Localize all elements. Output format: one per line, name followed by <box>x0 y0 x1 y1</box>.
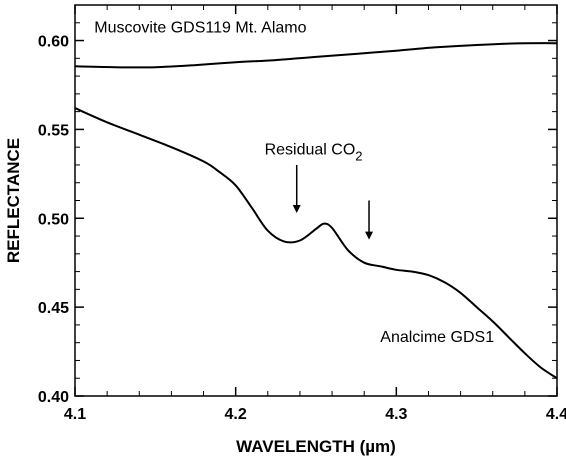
annotation-residual-co2-text: Residual CO <box>265 141 356 158</box>
annotation-arrows <box>292 164 374 240</box>
x-tick-label: 4.2 <box>225 406 247 423</box>
x-axis-title: WAVELENGTH (µm) <box>236 437 396 456</box>
series-lines <box>74 42 558 380</box>
tick-labels: 4.1 4.2 4.3 4.4 0.40 0.45 0.50 0.55 0.60 <box>38 34 566 423</box>
x-tick-label: 4.4 <box>546 406 566 423</box>
x-tick-label: 4.1 <box>64 406 86 423</box>
y-axis-title: REFLECTANCE <box>4 138 23 263</box>
y-tick-label: 0.40 <box>38 389 69 406</box>
y-tick-label: 0.55 <box>38 122 69 139</box>
annotation-subscript: 2 <box>355 148 362 163</box>
y-tick-label: 0.50 <box>38 211 69 228</box>
axis-ticks <box>74 4 558 397</box>
x-tick-label: 4.3 <box>385 406 407 423</box>
series-label-analcime: Analcime GDS1 <box>380 329 494 346</box>
series-label-muscovite: Muscovite GDS119 Mt. Alamo <box>94 20 306 37</box>
series-line-1 <box>74 107 558 380</box>
series-line-0 <box>74 42 558 69</box>
arrow-head <box>292 204 301 213</box>
arrow-head <box>365 231 374 240</box>
y-tick-label: 0.45 <box>38 300 69 317</box>
y-tick-label: 0.60 <box>38 34 69 51</box>
annotation-residual-co2: Residual CO2 <box>265 141 363 163</box>
